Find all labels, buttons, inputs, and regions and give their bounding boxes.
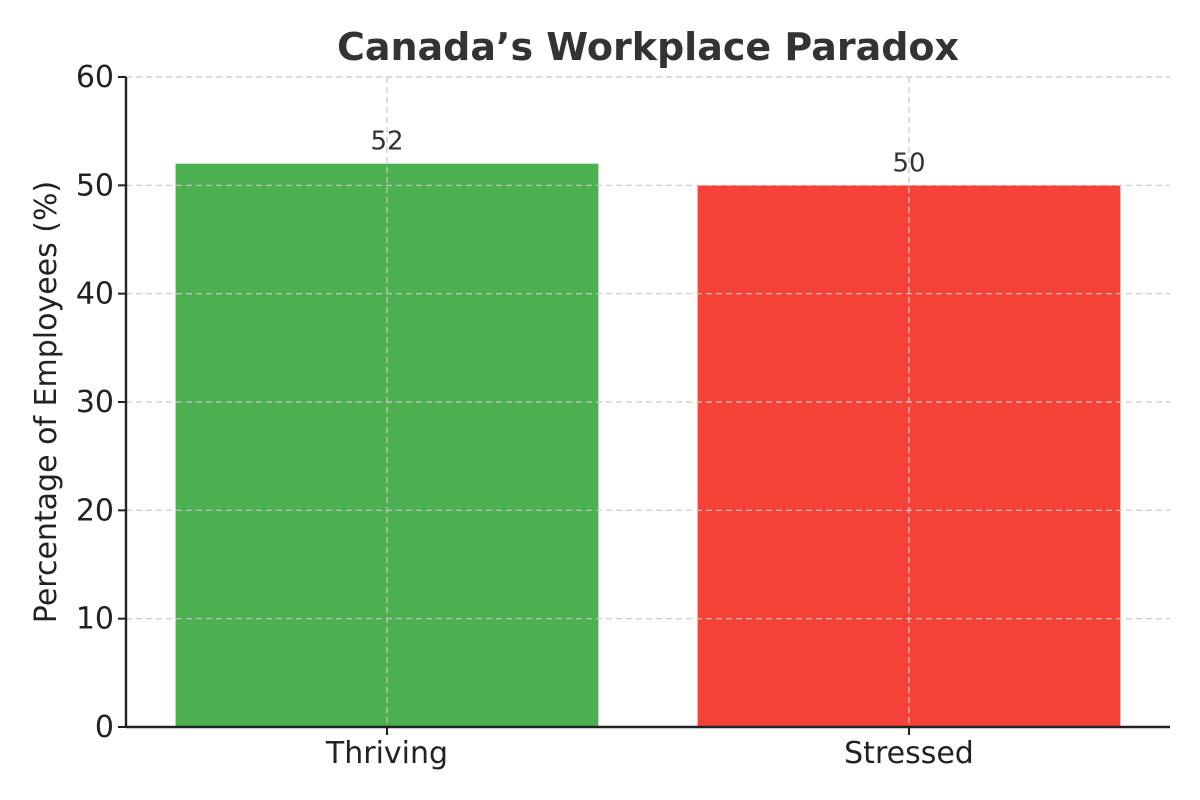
y-tick-label: 40 (76, 277, 114, 312)
y-tick-label: 0 (95, 710, 114, 745)
data-label: 52 (370, 127, 403, 157)
y-tick-label: 30 (76, 385, 114, 420)
y-tick-label: 20 (76, 493, 114, 528)
x-tick-label: Stressed (844, 736, 974, 771)
bar-stressed (697, 185, 1121, 728)
y-axis-label: Percentage of Employees (%) (29, 181, 64, 623)
tick-labels: 0 10 20 30 40 50 60 52 50 Thriving Stressed (76, 60, 974, 771)
y-tick-label: 50 (76, 168, 114, 203)
x-tick-label: Thriving (325, 736, 448, 771)
axes (118, 76, 1170, 735)
y-tick-label: 60 (76, 60, 114, 95)
y-tick-label: 10 (76, 602, 114, 637)
data-label: 50 (892, 148, 925, 178)
chart-title: Canada’s Workplace Paradox (337, 25, 959, 69)
bars (175, 163, 1121, 728)
